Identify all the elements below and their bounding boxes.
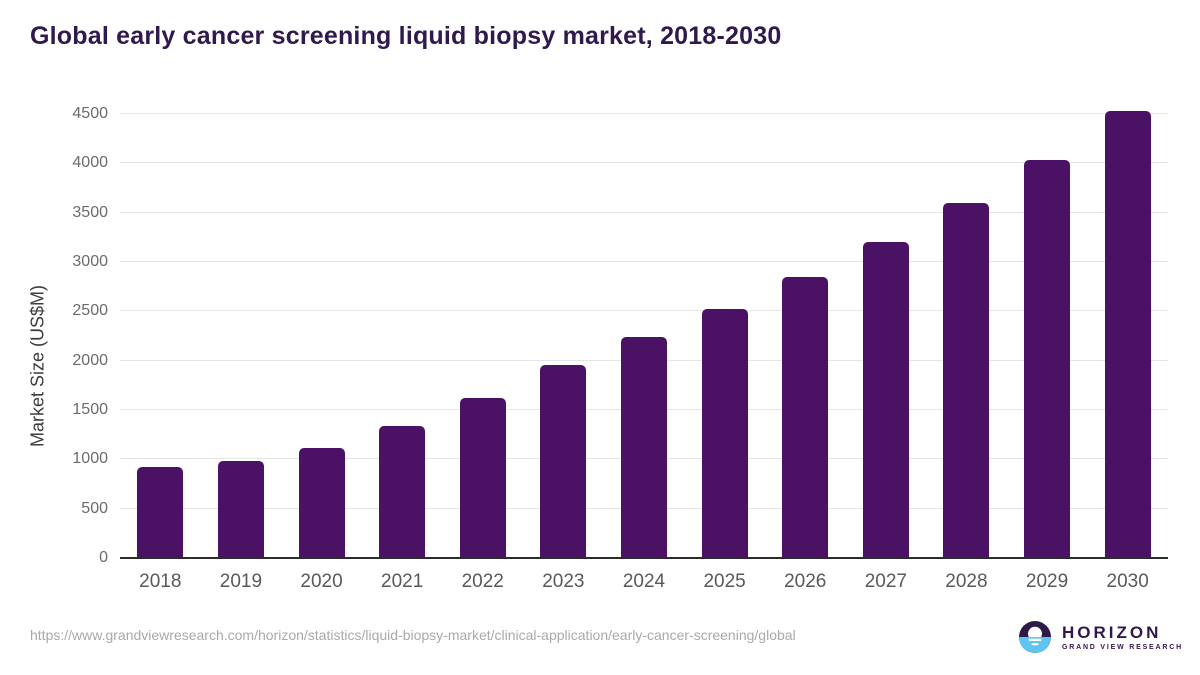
horizon-logo: HORIZON GRAND VIEW RESEARCH — [1018, 620, 1183, 654]
bar-2021 — [379, 426, 426, 558]
plot-area — [120, 111, 1168, 559]
bar-2025 — [701, 308, 748, 558]
bar-2024 — [621, 336, 667, 558]
bar-2026 — [782, 277, 829, 558]
bar-2030 — [1104, 111, 1151, 558]
x-tick-label-2030: 2030 — [1106, 571, 1149, 592]
x-tick-label-2029: 2029 — [1025, 571, 1069, 592]
bar-2027 — [862, 242, 909, 558]
x-tick-label-2027: 2027 — [864, 571, 907, 592]
x-tick-label-2018: 2018 — [139, 571, 182, 592]
logo-text: HORIZON GRAND VIEW RESEARCH — [1062, 624, 1183, 651]
bar-2023 — [540, 364, 587, 558]
y-tick-label-0: 0 — [99, 549, 108, 566]
logo-subtitle: GRAND VIEW RESEARCH — [1062, 643, 1183, 651]
bar-2019 — [217, 460, 264, 558]
gridline-4500 — [120, 113, 1168, 114]
x-tick-label-2025: 2025 — [703, 571, 746, 592]
y-tick-label-3000: 3000 — [72, 253, 108, 270]
source-url: https://www.grandviewresearch.com/horizo… — [30, 627, 796, 643]
gridline-3500 — [120, 211, 1168, 213]
chart-title: Global early cancer screening liquid bio… — [30, 22, 782, 50]
y-tick-label-3500: 3500 — [72, 203, 108, 221]
bar-2028 — [943, 202, 990, 558]
gridline-2500 — [120, 310, 1168, 312]
x-tick-label-2021: 2021 — [381, 571, 424, 592]
x-tick-label-2028: 2028 — [945, 571, 988, 592]
y-tick-label-4500: 4500 — [72, 105, 108, 122]
x-tick-label-2026: 2026 — [784, 571, 827, 592]
y-tick-label-1000: 1000 — [72, 450, 108, 468]
gridline-3000 — [120, 261, 1168, 262]
y-tick-label-500: 500 — [81, 499, 108, 517]
x-tick-label-2019: 2019 — [219, 571, 263, 592]
y-tick-label-2000: 2000 — [72, 351, 108, 369]
y-tick-label-2500: 2500 — [72, 302, 108, 320]
horizon-sunset-icon — [1019, 621, 1051, 653]
gridline-4000 — [120, 162, 1168, 164]
bar-2018 — [137, 467, 184, 558]
y-tick-label-1500: 1500 — [72, 401, 108, 418]
logo-name: HORIZON — [1062, 622, 1162, 642]
bar-2020 — [298, 448, 345, 558]
bar-2022 — [459, 398, 506, 558]
x-tick-label-2022: 2022 — [461, 571, 504, 592]
bar-2029 — [1024, 160, 1071, 558]
x-axis-line — [120, 557, 1168, 559]
x-tick-label-2023: 2023 — [542, 571, 585, 592]
y-tick-label-4000: 4000 — [72, 154, 108, 172]
x-tick-label-2024: 2024 — [622, 571, 666, 592]
x-tick-label-2020: 2020 — [300, 571, 343, 592]
